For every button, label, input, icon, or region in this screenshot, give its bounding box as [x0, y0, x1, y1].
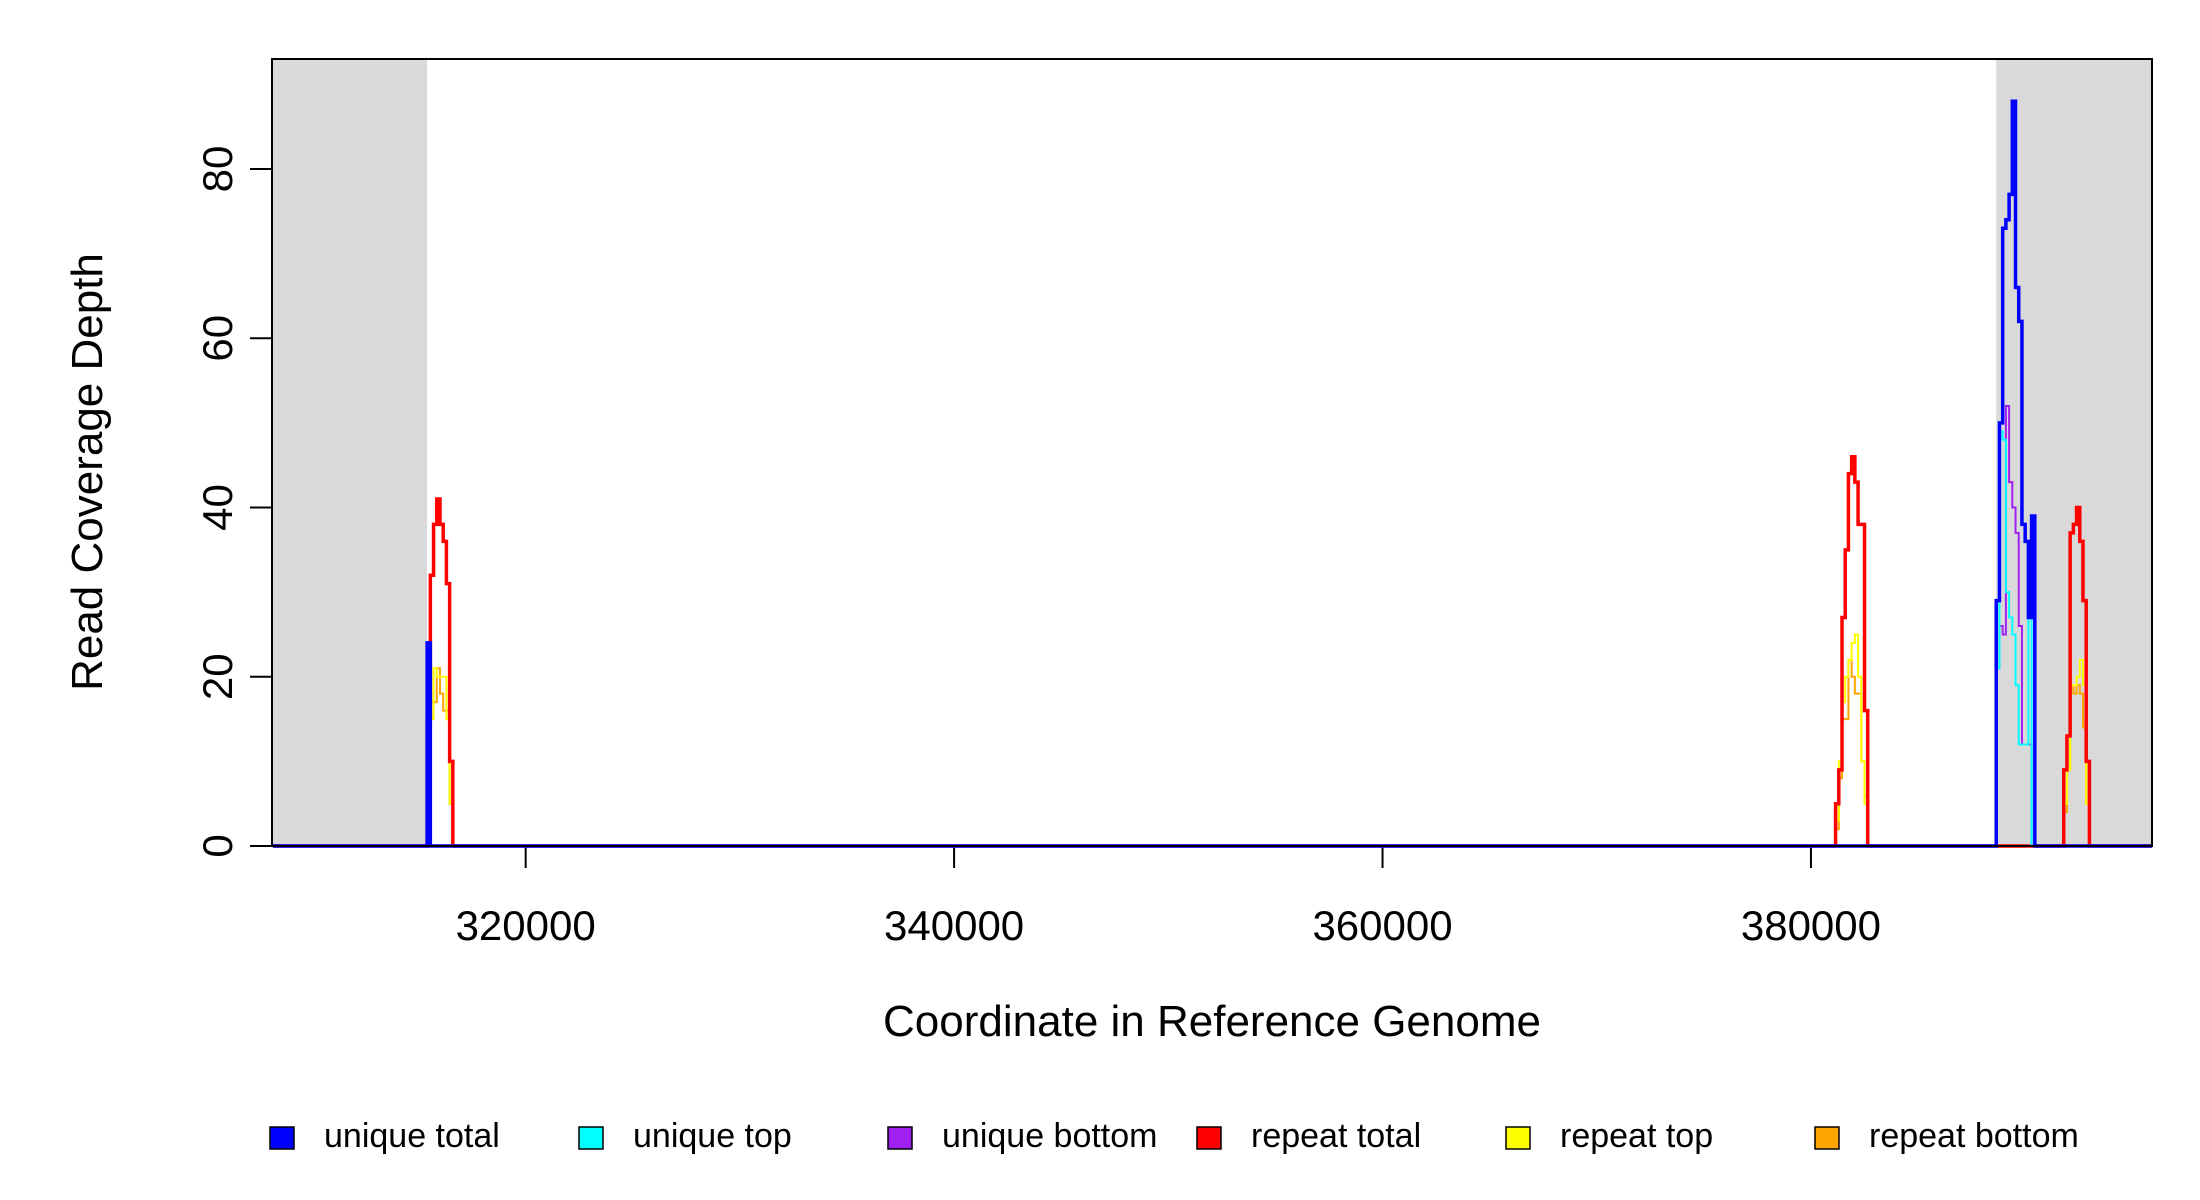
legend-label: repeat total: [1251, 1117, 1421, 1155]
x-axis-title: Coordinate in Reference Genome: [883, 997, 1541, 1046]
legend-label: unique bottom: [942, 1117, 1158, 1155]
y-tick-label: 20: [194, 653, 241, 700]
y-tick-label: 0: [194, 834, 241, 857]
coverage-line: [272, 454, 2152, 848]
legend-label: unique top: [633, 1117, 792, 1155]
x-tick-label: 360000: [1312, 902, 1452, 949]
legend-swatch: [578, 1126, 604, 1150]
x-tick-label: 340000: [884, 902, 1024, 949]
legend-label: repeat bottom: [1869, 1117, 2079, 1155]
coverage-line: [272, 430, 2152, 847]
legend-swatch: [269, 1126, 295, 1150]
coverage-line: [272, 99, 2152, 848]
legend-swatch: [887, 1126, 913, 1150]
coverage-line: [272, 633, 2152, 847]
x-tick-label: 320000: [456, 902, 596, 949]
legend-swatch: [1505, 1126, 1531, 1150]
legend-label: repeat top: [1560, 1117, 1713, 1155]
y-tick-label: 60: [194, 315, 241, 362]
coverage-line: [272, 658, 2152, 847]
shaded-region: [272, 59, 428, 846]
legend-label: unique total: [324, 1117, 500, 1155]
y-tick-label: 40: [194, 484, 241, 531]
y-tick-label: 80: [194, 146, 241, 193]
legend-swatch: [1196, 1126, 1222, 1150]
plot-frame: [271, 58, 2153, 847]
y-axis-title: Read Coverage Depth: [63, 253, 112, 691]
coverage-line: [272, 404, 2152, 847]
legend-swatch: [1814, 1126, 1840, 1150]
x-tick-label: 380000: [1741, 902, 1881, 949]
